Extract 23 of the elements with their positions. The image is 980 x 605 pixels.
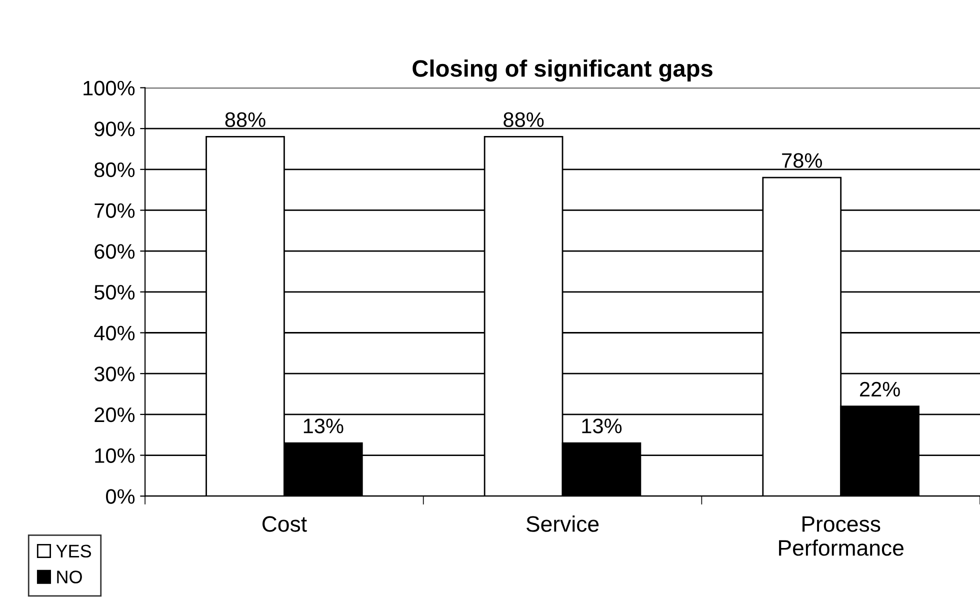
y-tick-label: 100% xyxy=(84,80,135,96)
y-tick-label: 60% xyxy=(94,244,135,259)
data-label: 78% xyxy=(782,153,822,168)
y-tick-label: 30% xyxy=(94,366,135,382)
chart-title: Closing of significant gaps xyxy=(412,60,712,82)
data-label: 22% xyxy=(860,382,900,397)
y-tick-label: 10% xyxy=(95,448,135,464)
data-label: 13% xyxy=(582,418,622,434)
x-tick-label: Service xyxy=(526,516,599,532)
y-tick-label: 0% xyxy=(106,489,135,504)
data-label: 88% xyxy=(225,112,266,128)
y-tick-label: 20% xyxy=(94,407,135,422)
legend-label: NO xyxy=(57,570,82,584)
legend-label: YES xyxy=(56,544,92,558)
y-tick-label: 50% xyxy=(94,284,135,300)
x-tick-label: Cost xyxy=(262,516,307,532)
y-tick-label: 80% xyxy=(94,162,135,178)
y-tick-label: 90% xyxy=(94,122,135,136)
x-tick-label: Process Performance xyxy=(779,516,904,556)
data-label: 88% xyxy=(504,112,544,128)
y-tick-label: 40% xyxy=(94,326,135,341)
y-tick-label: 70% xyxy=(94,203,135,218)
data-label: 13% xyxy=(304,418,344,434)
